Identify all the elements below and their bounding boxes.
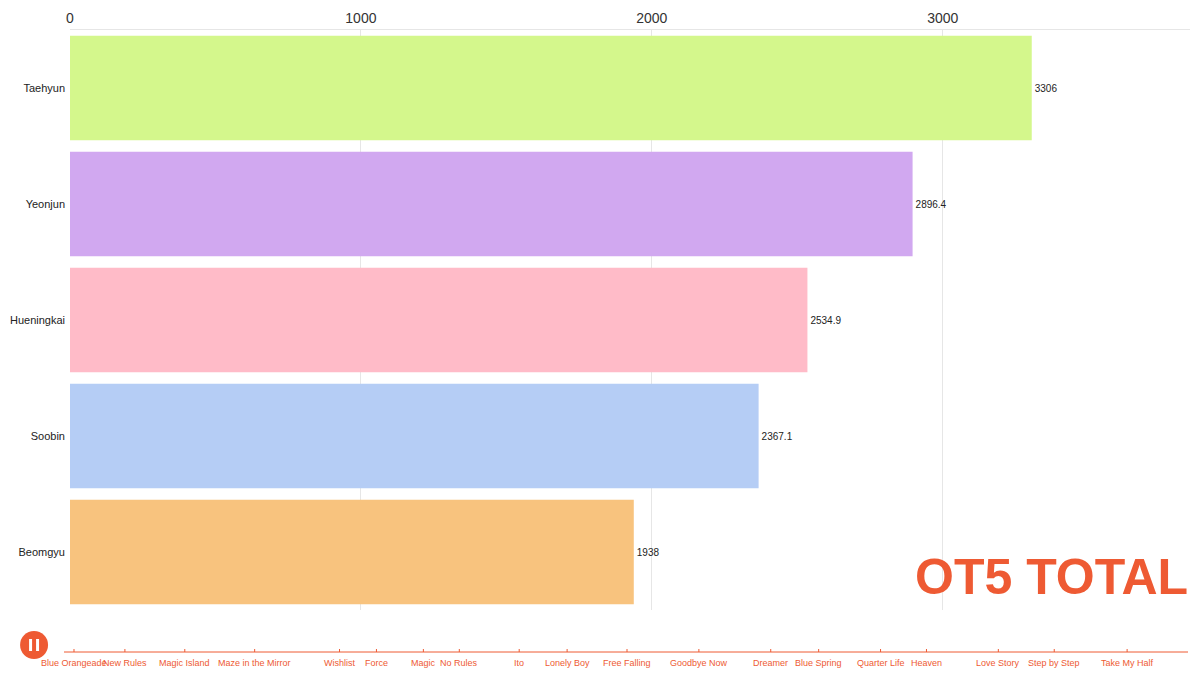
svg-text:Heaven: Heaven xyxy=(911,658,942,668)
svg-text:3000: 3000 xyxy=(927,10,958,26)
svg-text:Magic: Magic xyxy=(411,658,436,668)
svg-text:1000: 1000 xyxy=(345,10,376,26)
svg-text:Lonely Boy: Lonely Boy xyxy=(545,658,590,668)
svg-text:2896.4: 2896.4 xyxy=(916,199,947,210)
svg-text:Love Story: Love Story xyxy=(976,658,1020,668)
svg-text:Dreamer: Dreamer xyxy=(753,658,788,668)
svg-text:Soobin: Soobin xyxy=(31,430,65,442)
svg-text:Magic Island: Magic Island xyxy=(159,658,210,668)
svg-text:Free Falling: Free Falling xyxy=(603,658,651,668)
svg-text:0: 0 xyxy=(66,10,74,26)
svg-text:Quarter Life: Quarter Life xyxy=(857,658,905,668)
svg-text:Step by Step: Step by Step xyxy=(1028,658,1080,668)
svg-text:Hueningkai: Hueningkai xyxy=(10,314,65,326)
svg-text:1938: 1938 xyxy=(637,547,660,558)
svg-text:Wishlist: Wishlist xyxy=(324,658,355,668)
svg-text:Maze in the Mirror: Maze in the Mirror xyxy=(218,658,291,668)
svg-text:2000: 2000 xyxy=(636,10,667,26)
svg-text:Blue Orangeade: Blue Orangeade xyxy=(41,658,107,668)
svg-text:Blue Spring: Blue Spring xyxy=(795,658,842,668)
svg-text:Force: Force xyxy=(365,658,388,668)
svg-text:Ito: Ito xyxy=(514,658,524,668)
svg-text:2367.1: 2367.1 xyxy=(762,431,793,442)
svg-text:Yeonjun: Yeonjun xyxy=(26,198,65,210)
svg-text:2534.9: 2534.9 xyxy=(810,315,841,326)
svg-text:Take My Half: Take My Half xyxy=(1101,658,1154,668)
svg-text:New Rules: New Rules xyxy=(103,658,147,668)
svg-text:Taehyun: Taehyun xyxy=(23,82,65,94)
svg-text:Beomgyu: Beomgyu xyxy=(19,546,65,558)
svg-text:No Rules: No Rules xyxy=(440,658,478,668)
svg-text:3306: 3306 xyxy=(1035,83,1058,94)
svg-text:OT5 TOTAL: OT5 TOTAL xyxy=(915,549,1188,605)
svg-text:Goodbye Now: Goodbye Now xyxy=(670,658,728,668)
